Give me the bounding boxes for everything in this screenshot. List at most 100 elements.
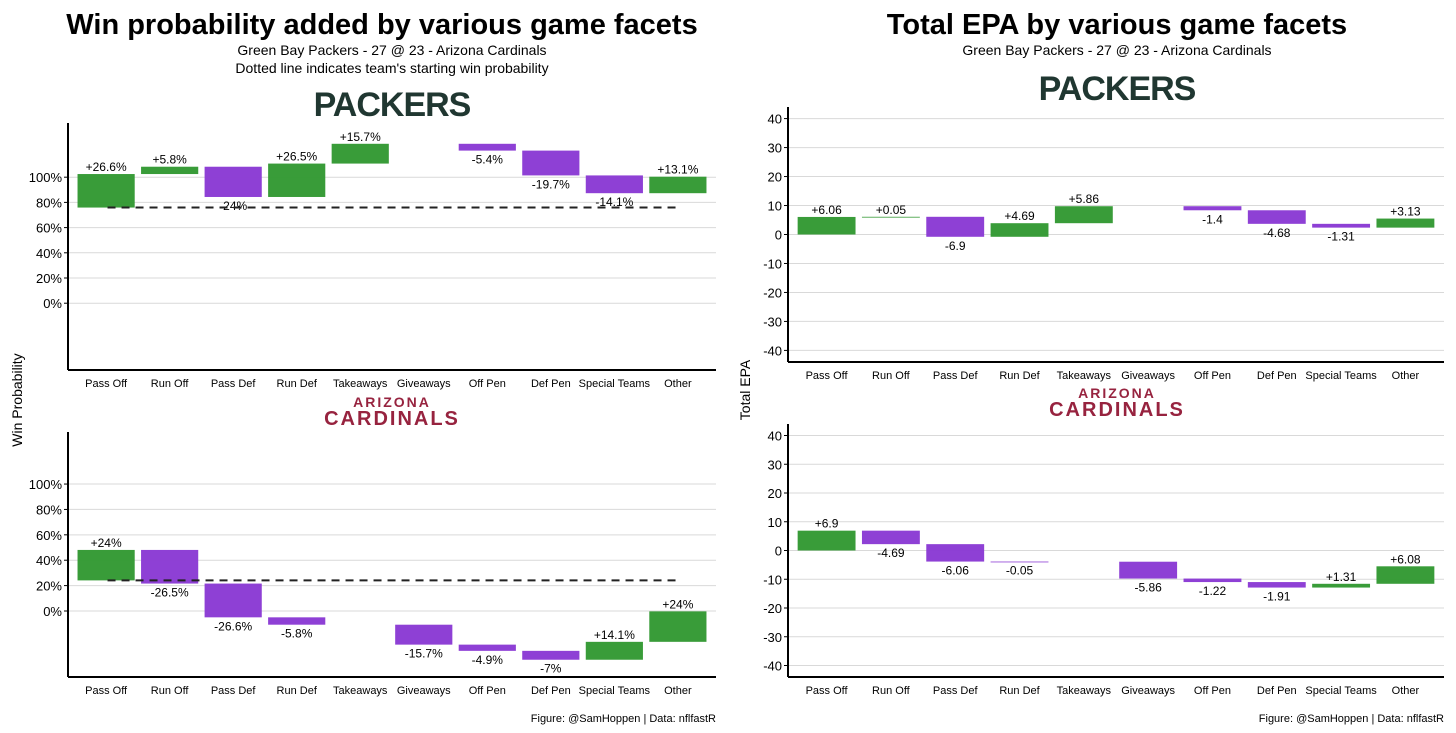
x-tick-label: Run Def <box>277 378 318 390</box>
bar-run-off <box>141 549 199 584</box>
x-tick-label: Off Pen <box>469 378 506 390</box>
y-tick-label: 20 <box>768 486 782 501</box>
x-tick-label: Other <box>1392 370 1420 382</box>
y-tick-label: -40 <box>763 659 782 674</box>
data-label: -26.5% <box>151 586 189 600</box>
y-tick-label: -10 <box>763 256 782 271</box>
bar-pass-off <box>77 549 135 581</box>
x-tick-label: Run Off <box>872 370 911 382</box>
x-tick-label: Special Teams <box>579 685 651 697</box>
cardinals-logo-right-bottom: CARDINALS <box>1049 399 1185 421</box>
x-tick-label: Pass Off <box>85 685 128 697</box>
packers-logo-right: PACKERS <box>1039 70 1196 108</box>
bar-def-pen <box>522 150 580 176</box>
right-ylabel: Total EPA <box>737 359 753 420</box>
y-tick-label: 100% <box>29 477 63 492</box>
right-subtitle: Green Bay Packers - 27 @ 23 - Arizona Ca… <box>962 42 1271 58</box>
y-tick-label: 0 <box>775 544 782 559</box>
bar-run-off <box>141 166 199 175</box>
bar-off-pen <box>1183 578 1242 583</box>
data-label: +6.08 <box>1390 552 1421 566</box>
cardinals-logo-right-top: ARIZONA <box>1078 385 1156 401</box>
y-tick-label: 60% <box>36 528 62 543</box>
bar-off-pen <box>1183 206 1242 211</box>
cardinals-logo-left-top: ARIZONA <box>353 394 431 410</box>
x-tick-label: Special Teams <box>579 378 651 390</box>
left-ylabel: Win Probability <box>9 353 25 446</box>
data-label: +24% <box>91 536 122 550</box>
x-tick-label: Off Pen <box>469 685 506 697</box>
right-caption: Figure: @SamHoppen | Data: nflfastR <box>1259 713 1444 725</box>
data-label: +13.1% <box>657 163 698 177</box>
bar-def-pen <box>522 650 580 660</box>
x-tick-label: Takeaways <box>1057 685 1112 697</box>
x-tick-label: Giveaways <box>397 685 451 697</box>
panel-3: -40 -30 -20 -10 0 10 20 30 40 +6.06 +0.05 -6.9 +4.69… <box>763 107 1444 382</box>
panel-4: -40 -30 -20 -10 0 10 20 30 40 +6.9 -4.69 -6.06 -0.05… <box>763 424 1444 697</box>
bar-special-teams <box>1312 583 1371 588</box>
x-tick-label: Other <box>664 378 692 390</box>
x-tick-label: Takeaways <box>1057 370 1112 382</box>
data-label: +6.9 <box>815 517 839 531</box>
bar-pass-off <box>77 174 135 208</box>
y-tick-label: -40 <box>763 343 782 358</box>
x-tick-label: Pass Def <box>211 685 257 697</box>
x-tick-label: Takeaways <box>333 378 388 390</box>
x-tick-label: Giveaways <box>1121 685 1175 697</box>
bar-pass-def <box>926 216 985 237</box>
x-tick-label: Off Pen <box>1194 370 1231 382</box>
bar-giveaways <box>1119 561 1178 579</box>
panel-1: 0% 20% 40% 60% 80% 100% +26.6% +5.8% -24% +26.5% +… <box>29 123 716 390</box>
y-tick-label: 100% <box>29 170 63 185</box>
x-tick-label: Run Def <box>999 685 1040 697</box>
data-label: -5.4% <box>472 153 504 167</box>
y-tick-label: -20 <box>763 601 782 616</box>
bar-giveaways <box>395 624 453 645</box>
bar-other <box>1376 218 1435 228</box>
data-label: -19.7% <box>532 177 570 191</box>
x-tick-label: Pass Off <box>806 685 849 697</box>
data-label: -14.1% <box>595 195 633 209</box>
x-tick-label: Giveaways <box>397 378 451 390</box>
data-label: -5.8% <box>281 627 313 641</box>
left-subtitle: Green Bay Packers - 27 @ 23 - Arizona Ca… <box>237 42 546 58</box>
bar-special-teams <box>585 641 643 660</box>
data-label: +24% <box>662 597 693 611</box>
y-tick-label: 0 <box>775 228 782 243</box>
left-caption: Figure: @SamHoppen | Data: nflfastR <box>531 713 716 725</box>
bar-run-def <box>990 223 1049 237</box>
x-tick-label: Pass Def <box>933 370 979 382</box>
data-label: +14.1% <box>594 628 635 642</box>
x-tick-label: Other <box>664 685 692 697</box>
data-label: +5.8% <box>152 153 187 167</box>
bar-pass-def <box>204 583 262 618</box>
x-tick-label: Other <box>1392 685 1420 697</box>
data-label: -1.4 <box>1202 212 1223 226</box>
bar-other <box>649 176 707 194</box>
bar-def-pen <box>1247 210 1306 224</box>
y-tick-label: 0% <box>43 296 62 311</box>
bar-run-def <box>268 617 326 625</box>
data-label: +15.7% <box>340 130 381 144</box>
y-tick-label: 20 <box>768 170 782 185</box>
y-tick-label: 10 <box>768 199 782 214</box>
data-label: -1.31 <box>1327 230 1355 244</box>
data-label: -0.05 <box>1006 564 1034 578</box>
y-tick-label: 40 <box>768 429 782 444</box>
x-tick-label: Pass Off <box>806 370 849 382</box>
x-tick-label: Special Teams <box>1305 370 1377 382</box>
panel-2: 0% 20% 40% 60% 80% 100% +24% -26.5% -26.6% -5.8% -… <box>29 432 716 697</box>
data-label: -6.9 <box>945 239 966 253</box>
y-tick-label: 10 <box>768 515 782 530</box>
y-tick-label: 40% <box>36 246 62 261</box>
bar-run-def <box>990 561 1049 563</box>
data-label: -15.7% <box>405 647 443 661</box>
data-label: -5.86 <box>1134 581 1162 595</box>
data-label: -1.22 <box>1199 584 1227 598</box>
packers-logo-left: PACKERS <box>314 86 471 124</box>
x-tick-label: Takeaways <box>333 685 388 697</box>
y-tick-label: -10 <box>763 572 782 587</box>
y-tick-label: -30 <box>763 630 782 645</box>
x-tick-label: Special Teams <box>1305 685 1377 697</box>
x-tick-label: Pass Off <box>85 378 128 390</box>
